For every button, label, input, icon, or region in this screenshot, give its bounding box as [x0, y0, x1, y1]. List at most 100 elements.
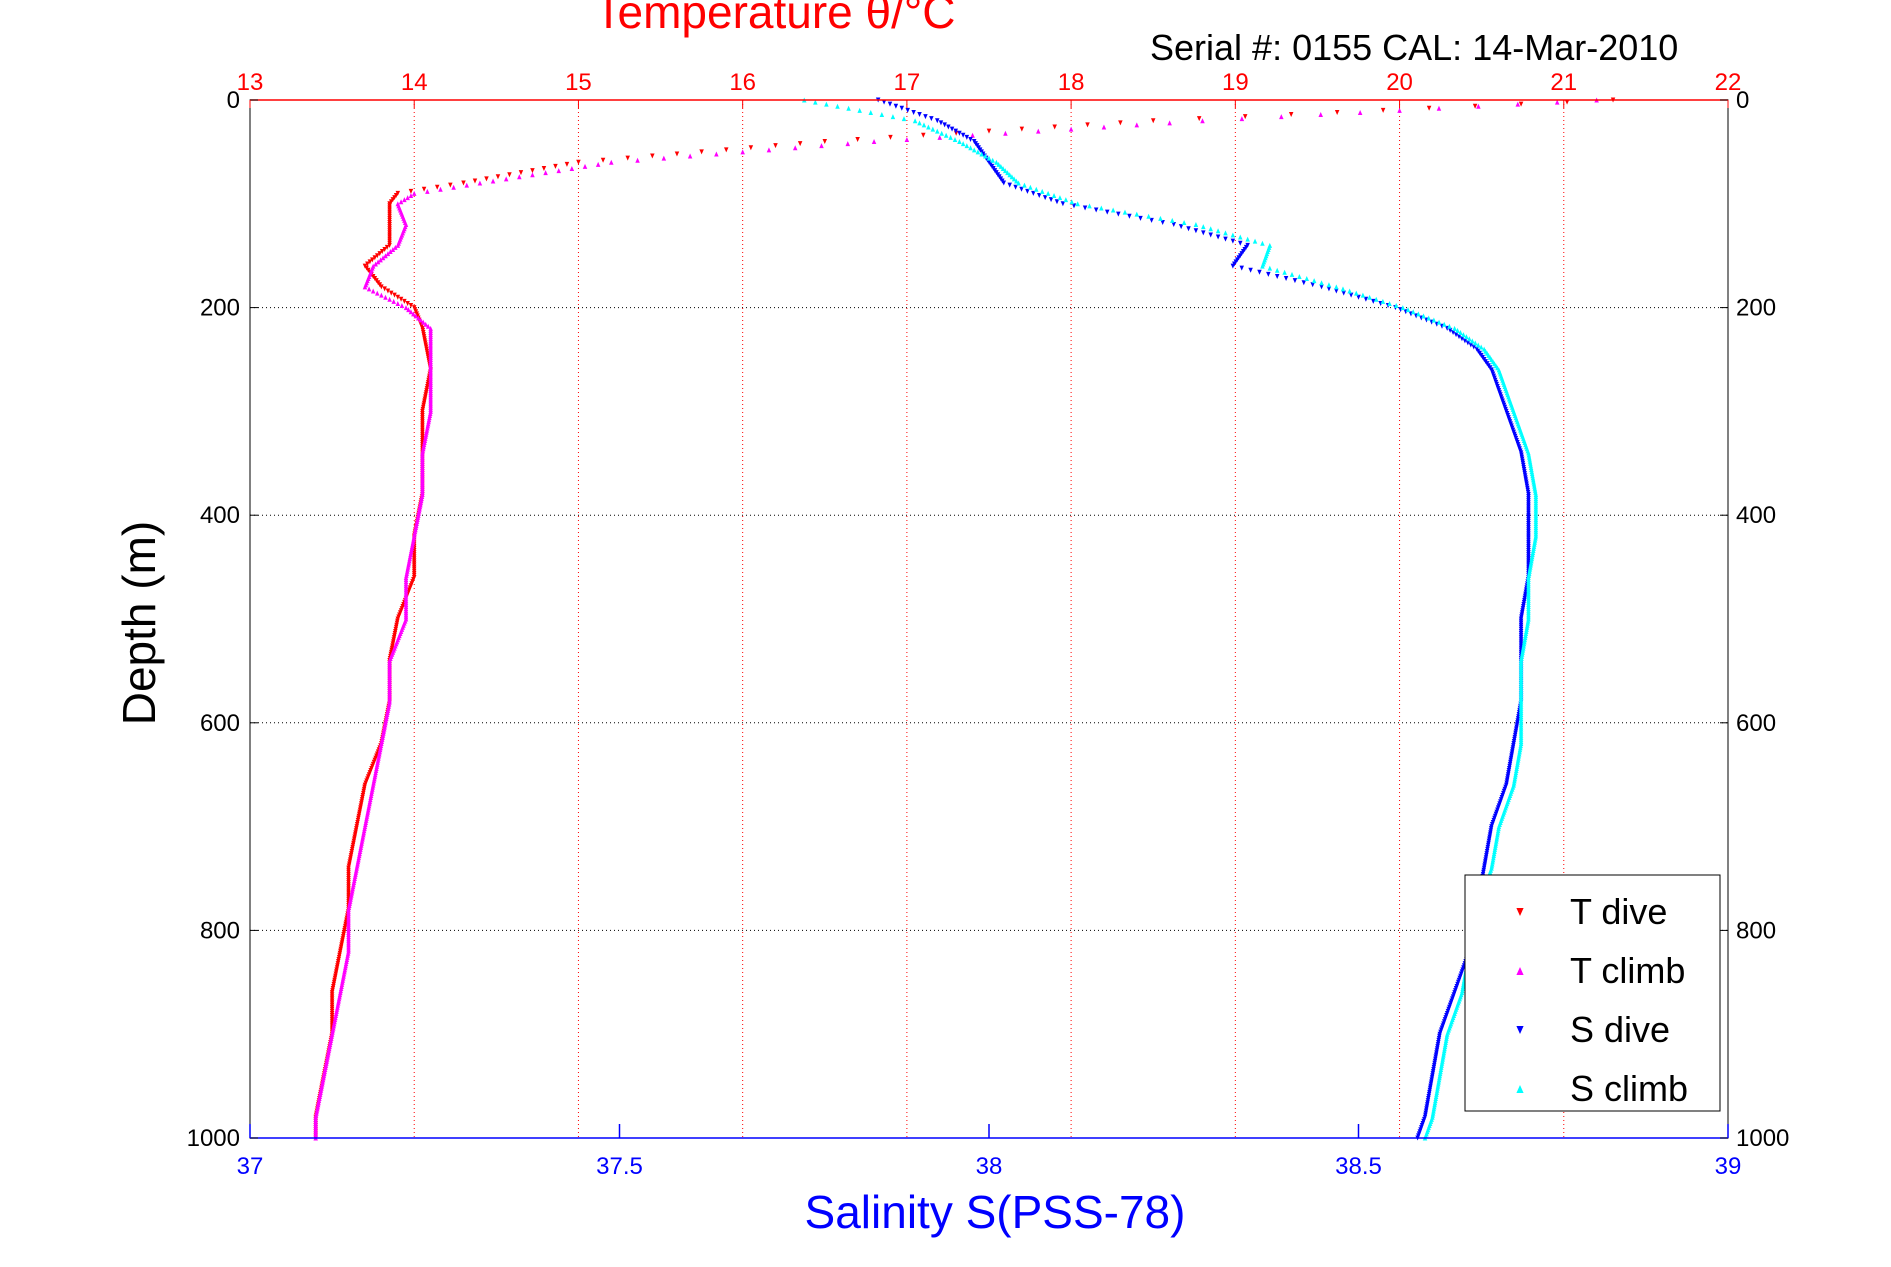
data-point: [1459, 336, 1465, 342]
data-point: [1467, 336, 1472, 342]
x-axis-title: Salinity S(PSS-78): [805, 1186, 1186, 1238]
data-point: [1426, 315, 1431, 321]
data-point: [403, 305, 409, 311]
data-point: [1433, 1093, 1439, 1099]
data-point: [1042, 195, 1048, 201]
data-point: [1513, 770, 1519, 776]
data-point: [1496, 824, 1502, 830]
data-point: [418, 317, 424, 323]
data-point: [1104, 209, 1110, 215]
data-point: [595, 161, 601, 167]
data-point: [1068, 126, 1074, 132]
top-tick-label: 15: [565, 69, 592, 96]
data-point: [405, 195, 410, 201]
data-point: [1430, 1112, 1436, 1118]
data-point: [1341, 290, 1346, 296]
data-point: [564, 161, 570, 167]
data-point: [1051, 192, 1057, 198]
data-point: [855, 136, 860, 142]
data-point: [835, 103, 840, 109]
tick-layer: 0 0 200 200 400 400 600 600 800 800 1000 1000 13 14 15…: [187, 69, 1790, 1180]
y-tick-label-right: 200: [1736, 295, 1776, 322]
data-point: [408, 303, 414, 309]
data-point: [1326, 286, 1332, 292]
data-point: [792, 145, 798, 151]
data-point: [824, 101, 829, 107]
data-point: [1134, 211, 1140, 217]
data-point: [495, 174, 501, 180]
data-point: [968, 145, 973, 151]
data-point: [911, 109, 916, 115]
y-tick-label-left: 0: [227, 87, 240, 114]
data-point: [390, 246, 396, 252]
data-point: [405, 300, 410, 306]
data-point: [1037, 192, 1042, 198]
data-point: [1282, 269, 1287, 275]
data-point: [530, 172, 535, 178]
data-point: [1160, 219, 1165, 225]
data-point: [1283, 276, 1289, 282]
data-point: [377, 251, 382, 257]
data-point: [1416, 311, 1421, 317]
data-point: [1460, 988, 1465, 994]
data-point: [362, 284, 368, 290]
data-point: [448, 182, 453, 188]
data-point: [1531, 481, 1537, 487]
data-point: [1239, 265, 1244, 271]
top-tick-label: 21: [1550, 69, 1577, 96]
data-point: [1405, 307, 1411, 313]
data-point: [1003, 168, 1008, 174]
data-point: [1435, 1083, 1441, 1089]
data-point: [1257, 269, 1262, 275]
data-point: [1193, 222, 1199, 228]
legend-entries: T dive T climb S dive S climb: [1516, 891, 1688, 1109]
data-point: [1435, 1085, 1440, 1091]
data-point: [1318, 112, 1323, 118]
data-point: [582, 163, 588, 169]
data-point: [887, 101, 893, 107]
data-point: [912, 118, 918, 124]
data-point: [935, 118, 940, 124]
data-point: [1494, 834, 1500, 840]
data-point: [871, 139, 877, 145]
data-point: [1167, 120, 1172, 126]
data-point: [1430, 1110, 1436, 1116]
chart-title: Temperature θ/°C: [595, 0, 956, 38]
y-tick-label-right: 0: [1736, 87, 1749, 114]
data-point: [939, 130, 944, 136]
data-point: [367, 259, 373, 265]
y-tick-label-left: 400: [200, 502, 240, 529]
data-point: [1093, 207, 1099, 213]
data-point: [1045, 190, 1051, 196]
data-point: [797, 141, 803, 147]
data-point: [970, 132, 975, 138]
data-point: [699, 149, 704, 155]
bottom-tick-label: 39: [1715, 1153, 1742, 1180]
data-point: [1531, 477, 1536, 483]
data-point: [395, 242, 401, 248]
data-point: [1230, 238, 1236, 244]
data-point: [1267, 265, 1273, 271]
data-point: [1520, 649, 1525, 655]
data-point: [1007, 172, 1012, 178]
data-point: [1530, 550, 1536, 556]
data-point: [1522, 639, 1527, 645]
top-tick-label: 14: [401, 69, 428, 96]
data-point: [1252, 238, 1258, 244]
data-point: [1518, 745, 1523, 751]
data-point: [1127, 213, 1132, 219]
data-point: [773, 143, 778, 149]
data-point: [1122, 209, 1128, 215]
data-point: [383, 294, 388, 300]
y-tick-label-right: 400: [1736, 502, 1776, 529]
data-point: [1525, 620, 1530, 626]
data-point: [1496, 826, 1501, 832]
data-point: [1138, 215, 1143, 221]
data-point: [1304, 276, 1310, 282]
data-point: [1442, 1044, 1448, 1050]
data-point: [1515, 757, 1521, 763]
data-point: [1356, 294, 1361, 300]
data-point: [857, 107, 862, 113]
legend-label: T climb: [1570, 950, 1685, 991]
